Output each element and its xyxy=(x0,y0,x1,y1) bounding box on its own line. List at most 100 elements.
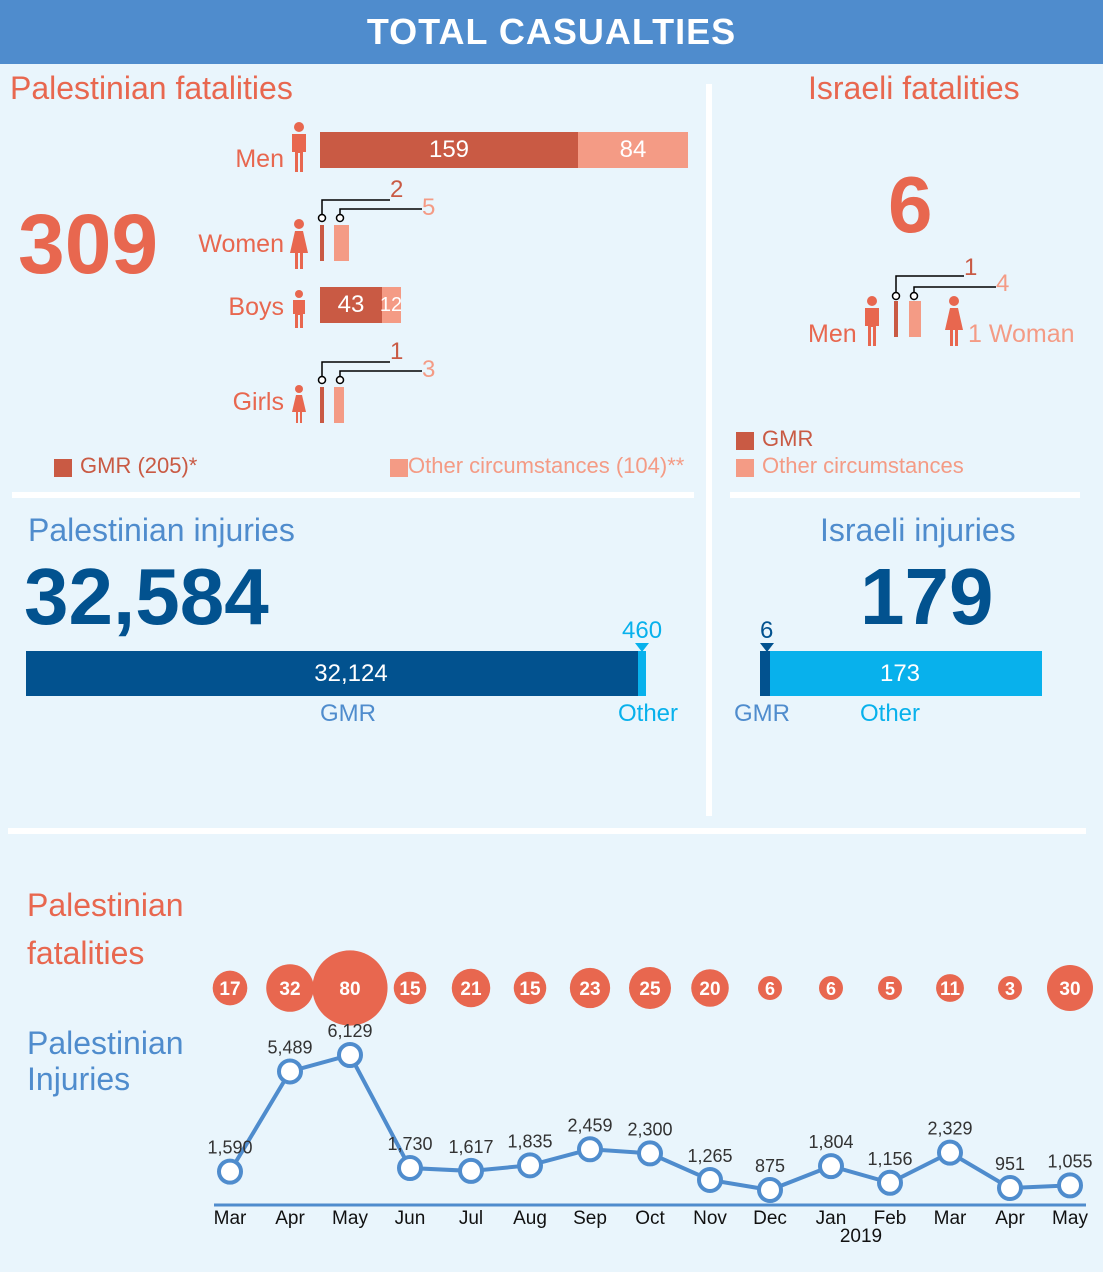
isr-injuries-gmr-marker xyxy=(760,643,774,652)
isr-men-other-value: 4 xyxy=(996,270,1010,297)
fatality-bubble-value: 30 xyxy=(1059,979,1080,1000)
fatality-bubble-value: 5 xyxy=(885,979,895,999)
isr-injuries-other-segment xyxy=(770,651,1042,696)
x-tick-label: Dec xyxy=(753,1208,787,1229)
fatality-bubble xyxy=(266,964,314,1012)
isr-injuries-gmr-value: 6 xyxy=(760,617,774,644)
injuries-data-point xyxy=(397,1155,423,1182)
pal-injuries-gmr-segment xyxy=(26,651,638,696)
women-gmr-value: 2 xyxy=(390,176,404,203)
vertical-divider xyxy=(706,84,712,816)
pal-injuries-other-value: 460 xyxy=(622,617,663,644)
x-tick-label: Jan xyxy=(816,1208,847,1229)
x-tick-label: Feb xyxy=(874,1208,907,1229)
bottom-divider xyxy=(8,828,1086,834)
pal-injuries-bar: 32,124 xyxy=(26,651,646,696)
x-tick-label: Jul xyxy=(459,1208,483,1229)
injuries-data-label: 1,265 xyxy=(687,1146,732,1166)
injuries-data-point xyxy=(458,1157,484,1184)
girls-leader-lines xyxy=(317,361,422,385)
men-other-segment xyxy=(578,132,688,168)
year-label: 2019 xyxy=(840,1226,882,1247)
fatality-bubble xyxy=(629,967,671,1009)
injuries-data-label: 2,329 xyxy=(927,1119,972,1139)
girls-gmr-segment xyxy=(320,387,324,423)
injuries-data-label: 1,590 xyxy=(207,1138,252,1158)
pal-injuries-other-label: Other xyxy=(618,700,679,727)
fatality-bubble-value: 15 xyxy=(399,979,421,1000)
boys-other-segment xyxy=(382,287,401,323)
fatality-bubble xyxy=(758,976,782,1000)
boys-label: Boys xyxy=(228,293,284,321)
isr-injuries-gmr-segment xyxy=(760,651,770,696)
injuries-data-label: 1,055 xyxy=(1047,1151,1092,1171)
injuries-data-label: 875 xyxy=(755,1156,785,1176)
isr-woman-icon xyxy=(944,296,964,346)
injuries-data-label: 2,300 xyxy=(627,1119,672,1139)
fatality-bubble xyxy=(212,970,248,1006)
women-leader-lines xyxy=(317,199,422,223)
isr-leader-lines xyxy=(891,275,996,301)
fatality-bubble xyxy=(451,968,491,1008)
legend-gmr-swatch xyxy=(54,459,72,477)
timeline-chart: 17 32 80 15 21 15 23 25 20 6 6 5 11 3 30 1,590 5,489 6,12… xyxy=(207,950,1094,1247)
isr-men-label: Men xyxy=(808,320,857,348)
fatality-bubble-value: 21 xyxy=(460,979,482,1000)
isr-legend-gmr-label: GMR xyxy=(762,426,814,451)
x-tick-label: Mar xyxy=(934,1208,967,1229)
boys-gmr-value: 43 xyxy=(337,291,365,318)
right-mid-divider xyxy=(730,492,1080,498)
x-tick-label: Oct xyxy=(635,1208,665,1229)
x-tick-label: May xyxy=(332,1208,368,1229)
x-tick-label: Apr xyxy=(995,1208,1025,1229)
isr-injuries-total: 179 xyxy=(860,552,994,641)
man-icon xyxy=(289,122,309,172)
legend-other-swatch xyxy=(390,459,408,477)
isr-fatalities-total: 6 xyxy=(888,160,933,249)
injuries-data-label: 1,804 xyxy=(808,1132,853,1152)
girls-label: Girls xyxy=(232,388,284,416)
fatality-bubble xyxy=(393,971,427,1005)
pal-injuries-other-marker xyxy=(635,643,649,652)
timeline-fatalities-title-line2: fatalities xyxy=(27,935,145,971)
pal-injuries-gmr-value: 32,124 xyxy=(314,660,388,687)
isr-men-gmr-segment xyxy=(894,301,898,337)
men-label: Men xyxy=(235,145,284,173)
x-tick-label: Nov xyxy=(693,1208,727,1229)
isr-legend-gmr-swatch xyxy=(736,432,754,450)
injuries-data-label: 5,489 xyxy=(267,1037,312,1057)
men-gmr-segment xyxy=(320,132,578,168)
pal-injuries-total: 32,584 xyxy=(24,552,269,641)
pal-injuries-gmr-label: GMR xyxy=(320,700,376,727)
girl-icon xyxy=(291,385,307,423)
left-mid-divider xyxy=(12,492,694,498)
fatality-bubble-value: 17 xyxy=(219,979,240,1000)
women-other-segment xyxy=(334,225,349,261)
injuries-data-point xyxy=(1057,1172,1083,1199)
isr-injuries-title: Israeli injuries xyxy=(820,512,1016,548)
x-tick-label: Jun xyxy=(395,1208,426,1229)
boy-icon xyxy=(291,290,307,328)
injuries-data-point xyxy=(577,1136,603,1163)
men-bar: 159 84 xyxy=(320,132,688,168)
boys-other-value: 12 xyxy=(379,294,403,316)
injuries-data-point xyxy=(997,1175,1023,1202)
injuries-data-point xyxy=(637,1140,663,1167)
men-other-value: 84 xyxy=(619,136,647,163)
injuries-data-point xyxy=(517,1152,543,1179)
fatality-bubble-value: 6 xyxy=(765,979,775,999)
isr-legend-other-label: Other circumstances xyxy=(762,453,964,478)
x-tick-label: May xyxy=(1052,1208,1088,1229)
injuries-data-point xyxy=(337,1042,363,1068)
pal-fatalities-title: Palestinian fatalities xyxy=(10,70,293,106)
legend-other-label: Other circumstances (104)** xyxy=(408,453,685,478)
fatality-bubble xyxy=(569,967,611,1009)
fatality-bubble-value: 23 xyxy=(579,979,600,1000)
x-tick-label: Apr xyxy=(275,1208,305,1229)
timeline-injuries-title-line1: Palestinian xyxy=(27,1025,184,1061)
fatality-bubble-value: 6 xyxy=(826,979,836,999)
women-label: Women xyxy=(198,230,284,258)
injuries-data-point xyxy=(877,1169,903,1196)
x-tick-label: Sep xyxy=(573,1208,607,1229)
isr-woman-label: 1 Woman xyxy=(968,320,1075,348)
